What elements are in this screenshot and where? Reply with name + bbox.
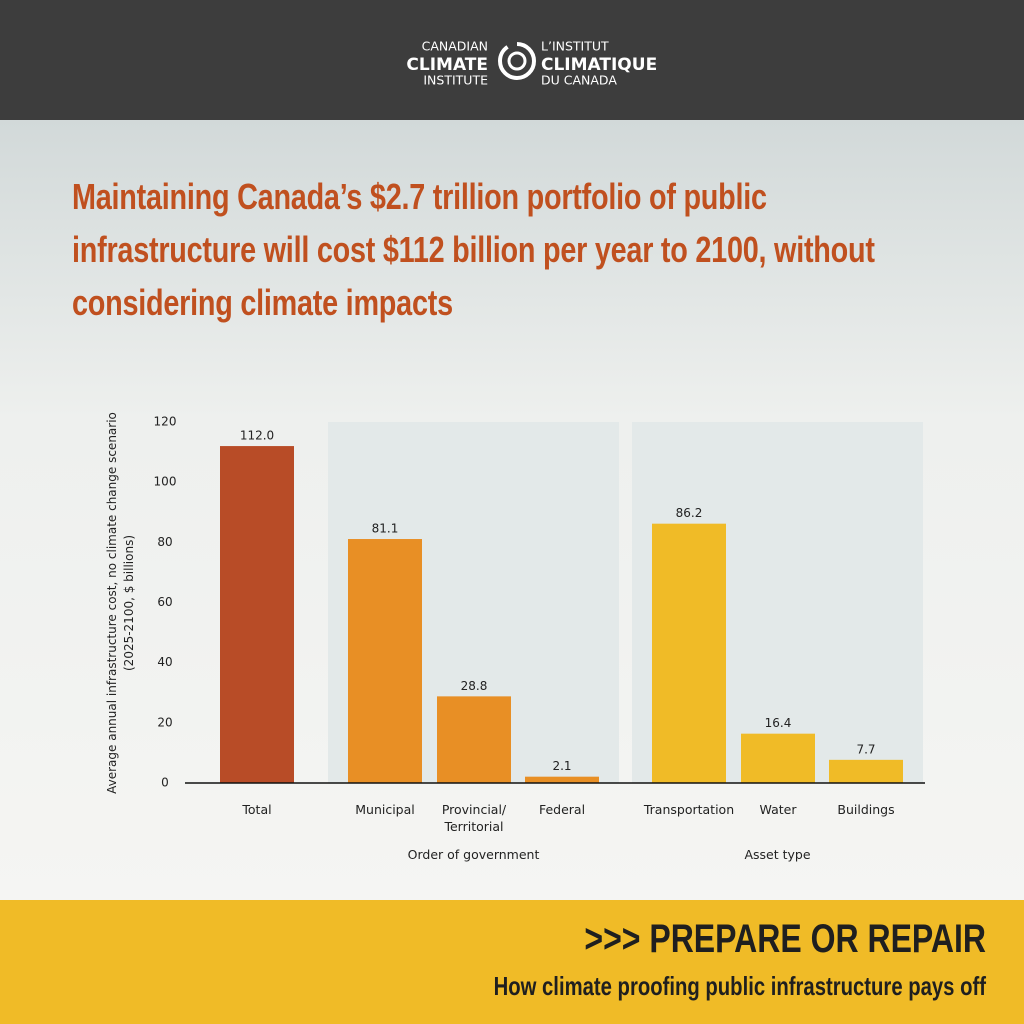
group-label: Asset type [744, 847, 811, 862]
y-tick-label: 20 [157, 715, 172, 729]
x-tick-label: Provincial/ Territorial [441, 802, 507, 834]
y-axis-label: Average annual infrastructure cost, no c… [105, 412, 136, 794]
logo-text: L’INSTITUT [541, 39, 609, 54]
logo-text: DU CANADA [541, 73, 617, 88]
value-label: 16.4 [765, 716, 792, 730]
bar [525, 776, 599, 783]
logo-text: CLIMATE [406, 55, 488, 75]
footer-subtitle: How climate proofing public infrastructu… [493, 971, 986, 1001]
y-tick-label: 120 [154, 415, 177, 429]
logo-text: CANADIAN [422, 39, 488, 54]
x-tick-label: Transportation [643, 802, 735, 817]
value-label: 86.2 [676, 506, 703, 520]
logo-ring [498, 42, 536, 80]
value-label: 28.8 [461, 679, 488, 693]
y-tick-label: 40 [157, 655, 172, 669]
bar [741, 733, 815, 783]
group-label: Order of government [407, 847, 540, 862]
value-label: 2.1 [552, 759, 571, 773]
bar [220, 446, 294, 783]
header-bar [0, 0, 1024, 120]
x-tick-label: Municipal [355, 802, 415, 817]
footer-title: >>> PREPARE OR REPAIR [584, 917, 986, 961]
bar [348, 539, 422, 783]
title: Maintaining Canada’s $2.7 trillion portf… [72, 176, 875, 323]
y-tick-label: 0 [161, 776, 169, 790]
y-tick-label: 100 [154, 475, 177, 489]
y-tick-label: 60 [157, 595, 172, 609]
logo-text: CLIMATIQUE [541, 55, 657, 75]
value-label: 7.7 [856, 742, 875, 756]
bar [829, 759, 903, 783]
y-tick-label: 80 [157, 535, 172, 549]
y-axis-label-line: (2025-2100, $ billions) [122, 535, 136, 671]
value-label: 81.1 [372, 522, 399, 536]
x-tick-label: Federal [538, 802, 586, 817]
x-tick-label: Total [242, 802, 272, 817]
value-label: 112.0 [240, 429, 274, 443]
bar [437, 696, 511, 783]
logo-text: INSTITUTE [423, 73, 488, 88]
y-axis-label-line: Average annual infrastructure cost, no c… [105, 412, 119, 794]
bar [652, 523, 726, 783]
footer-bar [0, 900, 1024, 1024]
x-tick-label: Buildings [837, 802, 895, 817]
logo-ring [507, 51, 527, 71]
x-tick-label: Water [759, 802, 797, 817]
